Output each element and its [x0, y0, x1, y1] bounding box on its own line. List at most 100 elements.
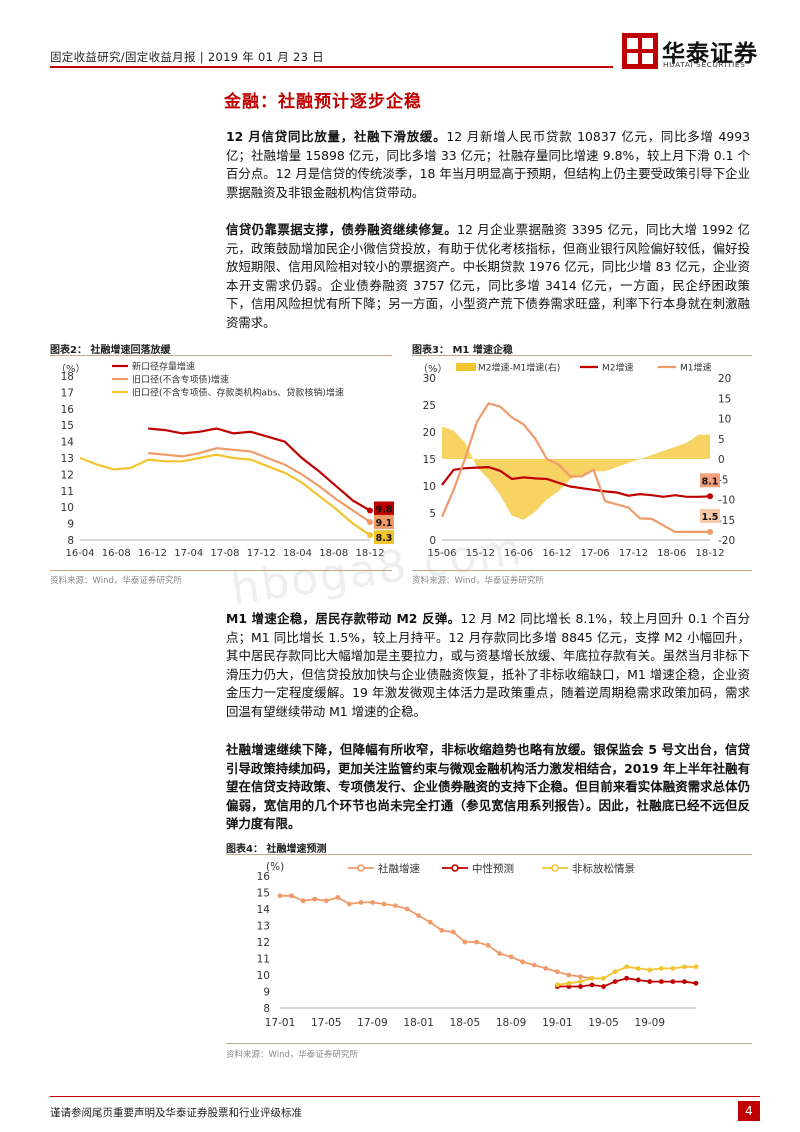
fig4-series-marker: [531, 962, 537, 968]
fig4-xtick: 17-09: [357, 1017, 388, 1029]
paragraph-2-body: 12 月企业票据融资 3395 亿元，同比大增 1992 亿元，政策鼓励增加民企…: [226, 222, 751, 330]
fig4-series-marker: [635, 977, 641, 983]
fig2-xtick: 16-08: [102, 548, 131, 559]
fig2-xtick: 16-04: [65, 548, 94, 559]
fig4-series-marker: [601, 984, 606, 989]
fig3-y2tick: -10: [718, 495, 735, 507]
fig4-series-marker: [589, 975, 595, 981]
fig4-legend-marker: [357, 864, 365, 872]
fig4-title: 图表4： 社融增速预测: [226, 844, 327, 855]
fig4-ytick: 12: [257, 937, 270, 949]
fig2-top-rule: [50, 355, 392, 356]
fig3-ytick: 20: [423, 427, 436, 439]
fig4-series-marker: [404, 906, 410, 912]
fig3-top-rule: [412, 355, 752, 356]
paragraph-1: 12 月信贷同比放量，社融下滑放缓。12 月新增人民币贷款 10837 亿元，同…: [226, 128, 750, 202]
fig4-ytick: 10: [257, 970, 270, 982]
fig4-series-marker: [474, 939, 479, 945]
fig2-ytick: 9: [67, 519, 74, 531]
fig4-xtick: 17-05: [311, 1017, 342, 1029]
fig2-legend-label: 旧口径(不含专项债)增速: [132, 374, 229, 386]
fig3-end-label: 1.5: [702, 512, 719, 523]
fig2-xtick: 18-12: [355, 548, 384, 559]
fig4-series-marker: [497, 951, 502, 956]
fig2-source: 资料来源：Wind，华泰证券研究所: [50, 576, 182, 586]
fig4-yaxis-label: (%): [266, 861, 284, 873]
fig2-ytick: 10: [61, 502, 74, 514]
fig2-xtick: 17-04: [174, 548, 203, 559]
fig3-y2tick: -15: [718, 515, 735, 527]
fig2-title: 图表2： 社融增速回落放缓: [50, 345, 171, 356]
fig2-series-line: [79, 453, 371, 537]
fig3-end-label-box: [700, 473, 720, 488]
fig4-bottom-rule: [226, 1043, 752, 1044]
fig4-series-marker: [612, 969, 618, 975]
fig4-ytick: 13: [257, 921, 270, 933]
fig4-series-marker: [520, 959, 526, 965]
fig3-y2tick: 20: [718, 373, 731, 385]
fig4-ytick: 15: [257, 888, 270, 900]
fig3-title: 图表3： M1 增速企稳: [412, 345, 513, 356]
fig4-series-marker: [427, 919, 433, 925]
fig3-y2tick: 10: [718, 414, 731, 426]
fig4-series-marker: [578, 984, 583, 989]
paragraph-3-lead: M1 增速企稳，居民存款带动 M2 反弹。: [226, 611, 461, 626]
fig2-end-label: 8.3: [376, 533, 393, 544]
logo-mark-icon: [622, 33, 658, 69]
fig4-series-marker: [416, 913, 422, 918]
fig4-series-marker: [289, 893, 294, 899]
fig2-xtick: 17-12: [247, 548, 276, 559]
fig4-ytick: 11: [257, 954, 270, 966]
paragraph-4: 社融增速继续下降，但降幅有所收窄，非标收缩趋势也略有放缓。银保监会 5 号文出台…: [226, 741, 750, 834]
fig4-xtick: 19-05: [588, 1017, 619, 1029]
fig4-series-marker: [682, 964, 687, 970]
fig4-series-marker: [635, 966, 641, 971]
fig2-legend-label: 新口径存量增速: [132, 361, 195, 373]
fig4-series-marker: [543, 966, 549, 971]
fig4-series-marker: [601, 975, 606, 981]
fig4-series-marker: [381, 901, 387, 907]
fig4-series-marker: [358, 900, 364, 905]
fig3-bottom-rule: [412, 570, 752, 571]
fig2-ytick: 12: [61, 469, 74, 481]
fig4-series-marker: [566, 972, 572, 978]
fig4-series-marker: [578, 974, 583, 980]
fig3-series-endpoint: [707, 528, 713, 535]
fig2-series-line: [148, 447, 371, 523]
fig4-series-marker: [323, 898, 329, 904]
fig3-xtick: 18-06: [657, 548, 686, 559]
fig3-y2tick: 0: [718, 454, 725, 466]
fig4-series-marker: [693, 964, 699, 970]
fig2-xtick: 18-04: [283, 548, 312, 559]
fig2-ytick: 16: [61, 404, 75, 416]
footer-disclaimer: 谨请参阅尾页重要声明及华泰证券股票和行业评级标准: [50, 1107, 302, 1119]
fig4-xtick: 17-01: [265, 1017, 296, 1029]
fig4-series-marker: [682, 979, 687, 984]
page-number: 4: [738, 1101, 760, 1121]
fig2-xtick: 17-08: [210, 548, 239, 559]
section-title: 金融：社融预计逐步企稳: [224, 92, 422, 112]
paragraph-1-body: 12 月新增人民币贷款 10837 亿元，同比多增 4993 亿；社融增量 15…: [226, 129, 750, 200]
fig4-series-marker: [612, 979, 618, 984]
fig4-source: 资料来源：Wind，华泰证券研究所: [226, 1050, 358, 1060]
fig3-ytick: 0: [429, 535, 436, 547]
fig4-ytick: 8: [263, 1003, 270, 1015]
fig3-series-line: [441, 465, 711, 498]
fig2-xtick: 16-12: [138, 548, 167, 559]
fig3-ytick: 10: [423, 481, 436, 493]
fig4-series-line: [280, 894, 593, 980]
fig4-series-marker: [693, 980, 699, 986]
fig4-legend-label: 中性预测: [472, 862, 514, 875]
fig3-xtick: 16-12: [542, 548, 571, 559]
fig2-bottom-rule: [50, 570, 392, 571]
fig4-series-marker: [658, 966, 664, 971]
fig3-chart: （%） 0 5 10 15 20 25 30 -20 -15 -10 -5 0 5 10 15 20 15-06 1…: [418, 362, 735, 560]
fig4-xtick: 18-05: [450, 1017, 481, 1029]
fig3-spread-area: [442, 426, 710, 520]
company-logo: 华泰证券 HUATAI SECURITIES: [622, 33, 762, 73]
fig2-legend-label: 旧口径(不含专项债、存款类机构abs、贷款核销)增速: [132, 387, 344, 399]
paragraph-2-lead: 信贷仍靠票据支撑，债券融资继续修复。: [226, 222, 458, 237]
fig2-ytick: 14: [61, 437, 75, 449]
fig4-series-marker: [554, 982, 560, 988]
fig4-series-marker: [670, 979, 676, 984]
